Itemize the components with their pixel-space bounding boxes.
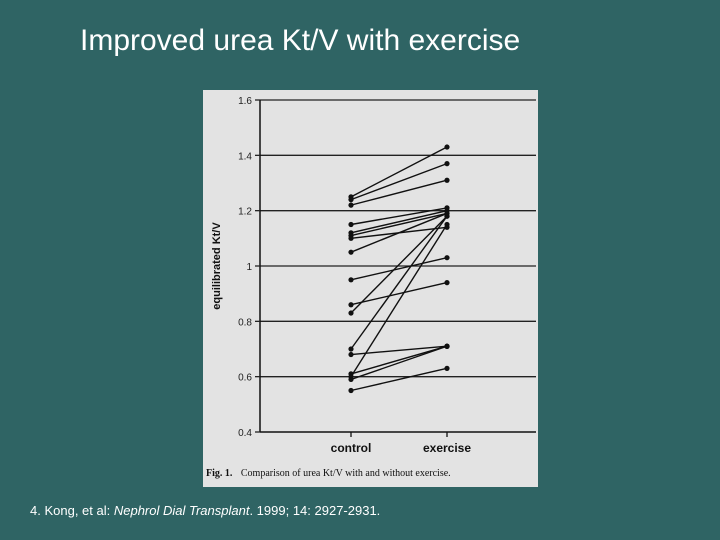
data-point (444, 213, 450, 219)
data-point (444, 161, 450, 167)
x-tick-label: exercise (423, 441, 471, 455)
series-line (350, 345, 448, 381)
chart-svg: 0.4 0.6 0.8 1 1.2 1.4 1.6 control exercise equi… (206, 96, 536, 479)
y-tick-labels: 0.4 0.6 0.8 1 1.2 1.4 1.6 (238, 96, 260, 439)
series-1 (348, 144, 450, 200)
data-point (444, 177, 450, 183)
data-point (348, 310, 354, 316)
series-17 (348, 365, 450, 394)
data-point (348, 197, 354, 203)
caption-text: Comparison of urea Kt/V with and without… (241, 468, 451, 479)
y-tick-label: 0.4 (238, 428, 252, 439)
series-line (350, 212, 448, 237)
series-line (350, 281, 448, 306)
data-point (348, 202, 354, 208)
data-point (348, 235, 354, 241)
series-line (350, 345, 448, 356)
series-line (350, 257, 448, 281)
series-line (350, 367, 448, 392)
y-tick-label: 1 (246, 262, 252, 273)
data-point (348, 351, 354, 358)
series-line (350, 209, 448, 234)
series-line (350, 212, 448, 253)
y-axis-label: equilibrated Kt/V (211, 222, 223, 310)
data-point (348, 302, 354, 308)
citation-journal: Nephrol Dial Transplant (113, 503, 250, 518)
series-line (350, 146, 448, 198)
data-point (348, 346, 354, 352)
data-point (348, 387, 354, 394)
slide-title: Improved urea Kt/V with exercise (80, 24, 521, 57)
citation-details: . 1999; 14: 2927-2931. (249, 503, 381, 518)
series-line (350, 345, 448, 375)
chart-figure: 0.4 0.6 0.8 1 1.2 1.4 1.6 control exercise equi… (203, 90, 538, 487)
x-tick-labels: control exercise (331, 432, 471, 455)
data-point (444, 221, 450, 228)
data-point (444, 255, 450, 261)
data-point (348, 249, 354, 255)
y-tick-label: 1.2 (238, 207, 252, 218)
series-lines (348, 144, 450, 394)
caption-label: Fig. 1. (206, 468, 233, 479)
series-line (350, 215, 448, 350)
y-tick-label: 0.8 (238, 317, 252, 328)
series-line (350, 162, 448, 201)
x-tick-label: control (331, 441, 372, 455)
data-point (444, 144, 450, 150)
series-10 (348, 280, 450, 308)
data-point (348, 277, 354, 283)
series-line (350, 224, 448, 378)
figure-caption: Fig. 1. Comparison of urea Kt/V with and… (206, 468, 451, 479)
citation: 4. Kong, et al: Nephrol Dial Transplant.… (30, 503, 380, 518)
data-point (348, 376, 354, 383)
citation-authors: 4. Kong, et al: (30, 503, 114, 518)
series-line (350, 179, 448, 206)
series-16 (348, 343, 450, 383)
y-tick-label: 1.6 (238, 96, 252, 107)
series-3 (348, 177, 450, 208)
series-9 (348, 255, 450, 283)
series-line (350, 215, 448, 314)
series-12 (348, 213, 450, 352)
data-point (444, 365, 450, 371)
grid-lines (260, 99, 536, 378)
data-point (444, 343, 450, 349)
series-line (350, 207, 448, 226)
data-point (444, 280, 450, 286)
y-tick-label: 0.6 (238, 373, 252, 384)
data-point (348, 221, 354, 228)
series-2 (348, 161, 450, 203)
y-tick-label: 1.4 (238, 151, 252, 162)
